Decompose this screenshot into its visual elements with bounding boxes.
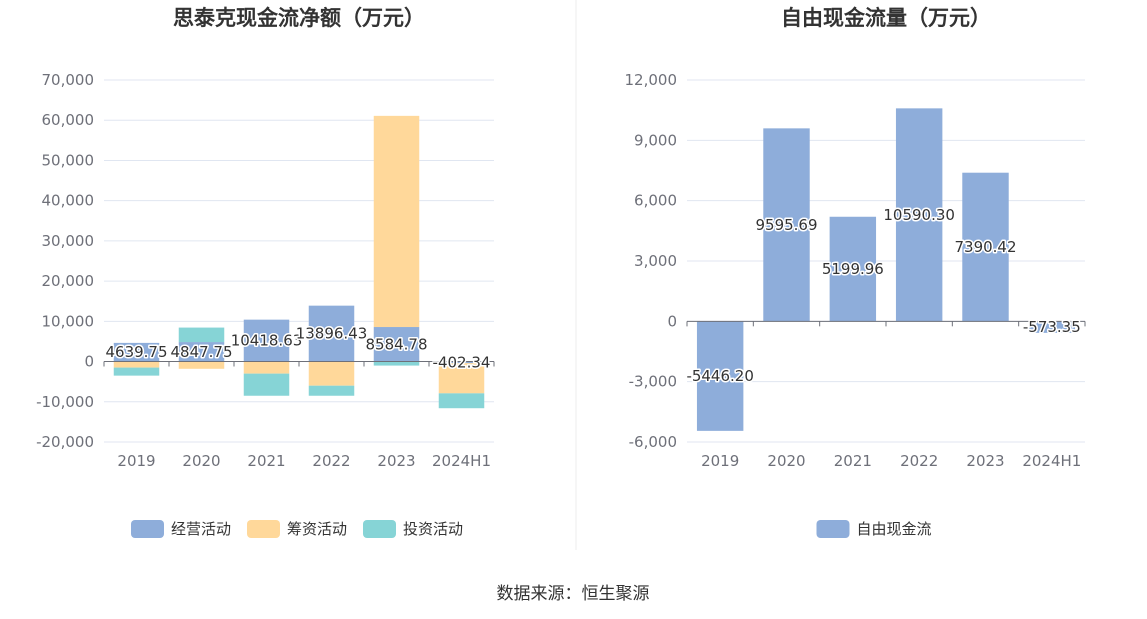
y-tick-label: -3,000 [629,373,677,391]
bar-投资活动-2022 [308,385,355,396]
bar-筹资活动-2021 [243,361,290,374]
legend-swatch [131,520,164,538]
y-tick-label: 60,000 [42,111,95,129]
bar-经营活动-2021 [243,319,290,362]
cash-flow-net-chart: 思泰克现金流净额（万元） 70,000 60,000 50,000 40,000 30,0… [36,6,495,538]
data-label: -573.35 [1023,318,1081,336]
data-label: 7390.42 [954,238,1016,256]
data-label: 4639.75 [105,343,167,361]
data-label: -402.34 [433,353,491,371]
y-tick-label: 40,000 [42,192,95,210]
y-tick-label: -6,000 [629,433,677,451]
bar-经营活动-2020 [178,342,225,362]
y-tick-label: 0 [84,353,94,371]
bar-自由现金流-2021 [829,216,877,322]
free-cash-flow-chart: 自由现金流量（万元） 12,000 9,000 6,000 3,000 0 -3,000 -6… [625,6,1086,538]
bar-自由现金流-2019 [696,321,744,431]
data-label: 10418.63 [231,332,303,350]
bar-经营活动-2022 [308,305,355,362]
bar-筹资活动-2024H1 [438,363,485,394]
x-tick-label: 2022 [900,452,938,470]
x-tick-label: 2019 [117,452,155,470]
y-tick-label: -10,000 [36,393,94,411]
x-tick-label: 2021 [834,452,872,470]
bar-筹资活动-2023 [373,115,420,328]
data-label: 9595.69 [755,216,817,234]
x-tick-label: 2024H1 [1022,452,1081,470]
data-label: 5199.96 [822,260,884,278]
legend-label: 自由现金流 [857,520,932,538]
chart-title: 思泰克现金流净额（万元） [173,6,425,30]
bar-投资活动-2021 [243,373,290,396]
y-tick-label: -20,000 [36,433,94,451]
y-tick-label: 0 [667,312,677,330]
legend-swatch [247,520,280,538]
data-label: 8584.78 [365,335,427,353]
x-tick-label: 2020 [767,452,805,470]
bar-经营活动-2024H1 [438,361,485,364]
bar-筹资活动-2020 [178,361,225,369]
y-tick-label: 70,000 [42,71,95,89]
source-note: 数据来源：恒生聚源 [497,584,650,604]
data-label: 13896.43 [296,325,368,343]
y-tick-label: 30,000 [42,232,95,250]
legend-label: 投资活动 [403,520,463,538]
x-tick-label: 2021 [247,452,285,470]
y-tick-label: 12,000 [625,71,678,89]
bar-经营活动-2023 [373,327,420,362]
legend-label: 筹资活动 [287,520,347,538]
y-tick-label: 10,000 [42,312,95,330]
x-tick-label: 2020 [182,452,220,470]
x-tick-label: 2024H1 [432,452,491,470]
legend-swatch [816,520,850,538]
x-tick-label: 2023 [966,452,1004,470]
bar-投资活动-2023 [373,361,420,366]
bar-投资活动-2020 [178,327,225,343]
data-label: 4847.75 [170,343,232,361]
x-tick-label: 2019 [701,452,739,470]
bar-筹资活动-2022 [308,361,355,386]
data-label: 10590.30 [883,206,955,224]
y-tick-label: 20,000 [42,272,95,290]
bar-筹资活动-2019 [113,361,160,368]
legend-swatch [363,520,396,538]
y-tick-label: 3,000 [634,252,677,270]
x-tick-label: 2022 [312,452,350,470]
bar-自由现金流-2024H1 [1028,321,1076,333]
bar-经营活动-2019 [113,342,160,362]
bar-自由现金流-2023 [962,172,1009,322]
y-tick-label: 6,000 [634,192,677,210]
chart-title: 自由现金流量（万元） [781,6,991,30]
y-tick-label: 9,000 [634,131,677,149]
bar-投资活动-2019 [113,367,160,376]
bar-自由现金流-2020 [763,128,810,322]
bar-投资活动-2024H1 [438,393,485,409]
x-tick-label: 2023 [377,452,415,470]
data-label: -5446.20 [686,367,753,385]
bar-自由现金流-2022 [895,108,943,322]
legend-label: 经营活动 [171,520,231,538]
y-tick-label: 50,000 [42,151,95,169]
